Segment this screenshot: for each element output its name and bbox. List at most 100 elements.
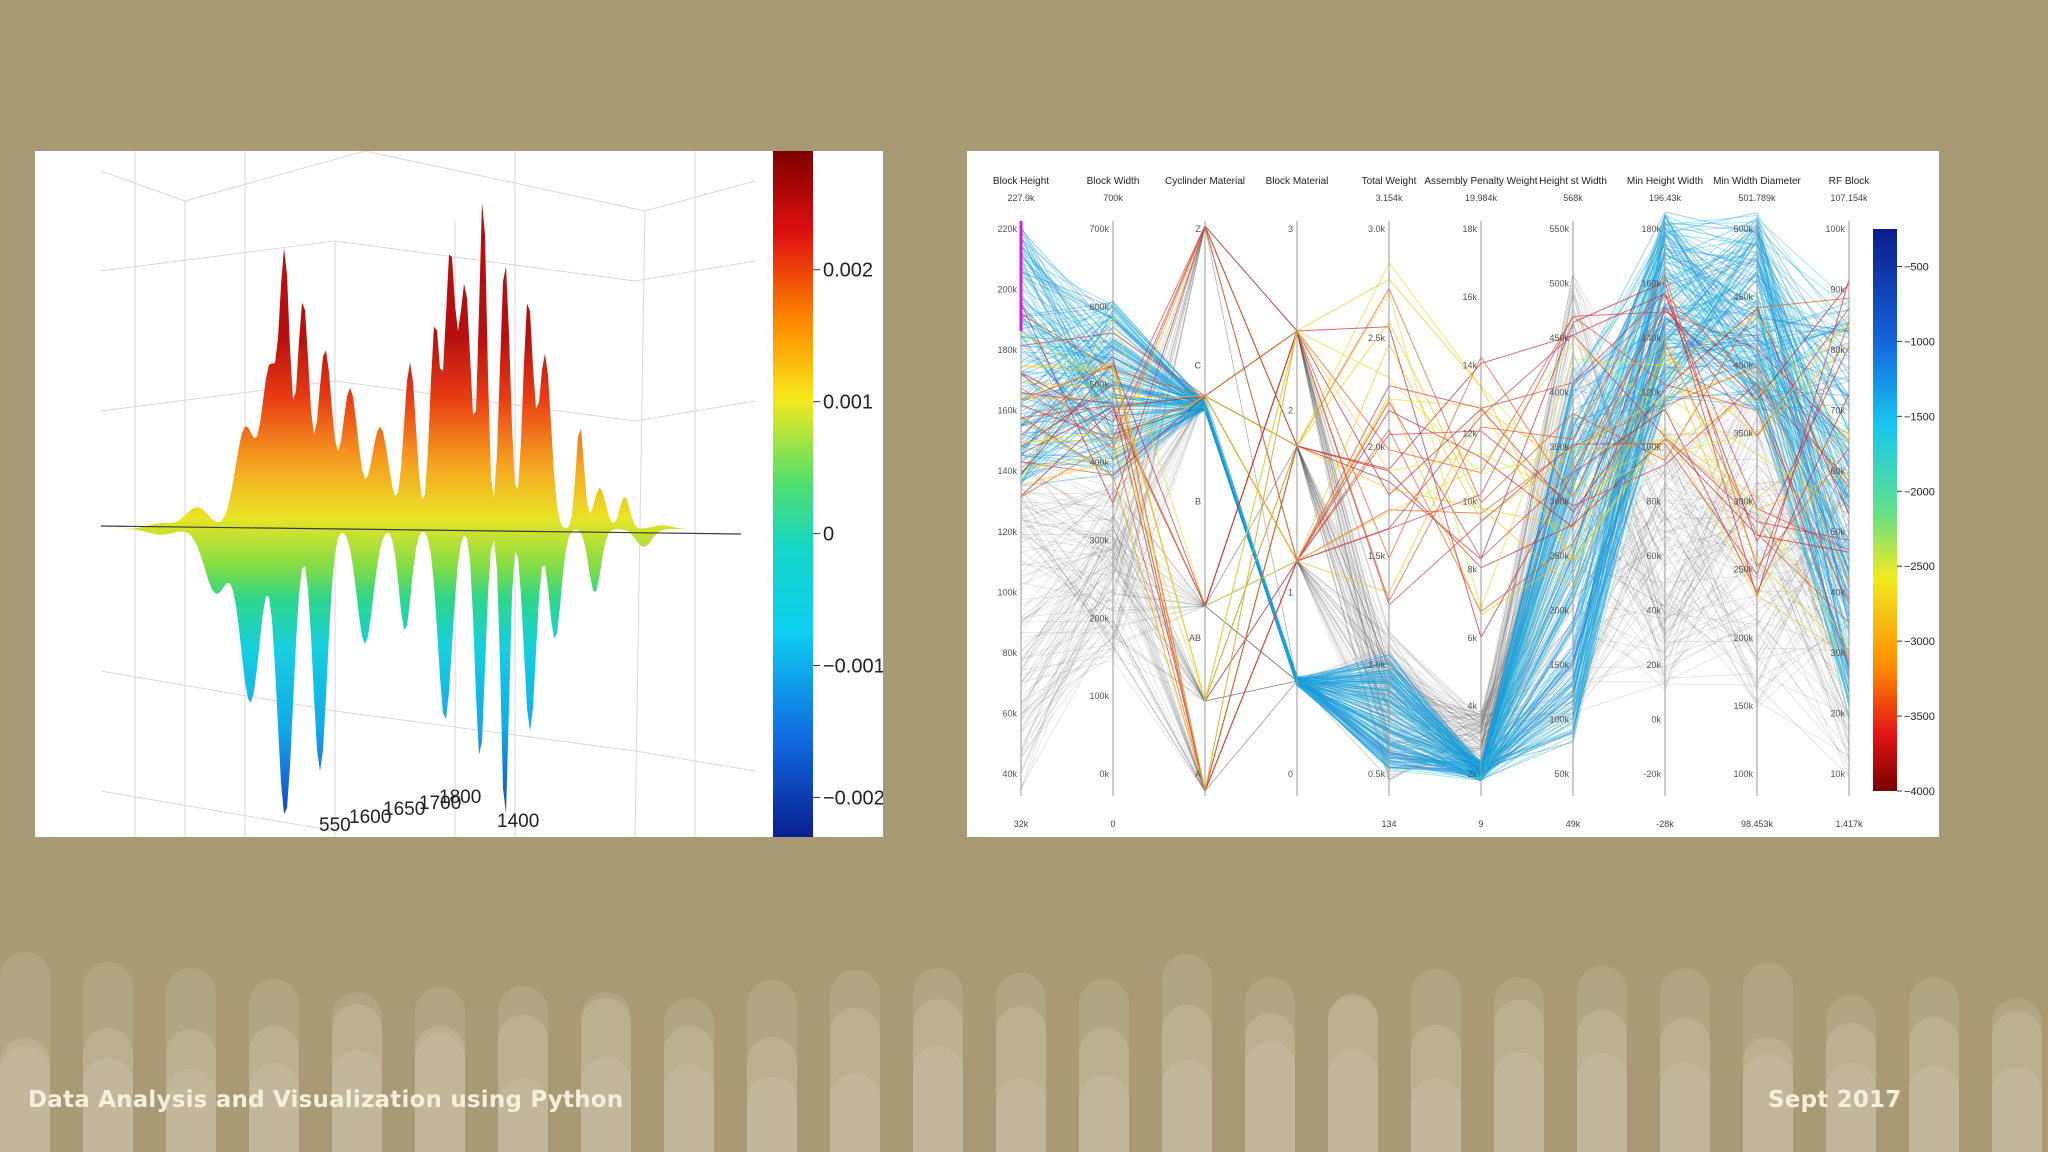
data-line xyxy=(1020,382,1850,792)
axis-max: 227.9k xyxy=(1007,193,1035,203)
data-line xyxy=(1020,277,1850,773)
axis-tick-label: 12k xyxy=(1462,428,1477,438)
axis-tick-label: 160k xyxy=(1641,279,1661,289)
data-line xyxy=(1020,364,1850,767)
axis-tick-label: 100k xyxy=(1641,442,1661,452)
data-line xyxy=(1020,224,1850,765)
data-line xyxy=(1020,275,1850,767)
decorative-bar xyxy=(332,1050,382,1152)
parallel-lines xyxy=(1020,211,1850,793)
data-line xyxy=(1020,224,1850,569)
data-line xyxy=(1020,291,1850,770)
data-line xyxy=(1020,307,1850,771)
data-line xyxy=(1020,225,1850,769)
data-line xyxy=(1020,224,1850,562)
surface-baseline xyxy=(100,525,742,535)
data-line xyxy=(1020,270,1850,772)
data-line xyxy=(1020,233,1850,766)
data-line xyxy=(1020,551,1850,715)
axis-min: -28k xyxy=(1656,819,1674,829)
axis-tick-label: 60k xyxy=(1830,466,1845,476)
decorative-bar xyxy=(1245,1041,1295,1152)
decorative-bar xyxy=(913,1046,963,1152)
data-line xyxy=(1020,215,1850,780)
data-line xyxy=(1020,444,1850,782)
axis-name: Block Height xyxy=(993,176,1049,187)
data-line xyxy=(1020,293,1850,792)
axis-tick-label: 40k xyxy=(1646,606,1661,616)
colorbar-tick-label: −500 xyxy=(1904,261,1929,273)
data-line xyxy=(1020,224,1850,654)
axis-tick-label: C xyxy=(1195,360,1202,370)
surface-lower-lobe xyxy=(101,529,745,815)
axis-tick-label: 300k xyxy=(1549,497,1569,507)
data-line xyxy=(1020,300,1850,773)
data-line xyxy=(1020,330,1850,793)
data-line xyxy=(1020,234,1850,769)
data-line xyxy=(1020,293,1850,608)
data-line xyxy=(1020,351,1850,765)
data-line xyxy=(1020,328,1850,775)
axis-tick-label: 180k xyxy=(1641,224,1661,234)
data-line xyxy=(1020,354,1850,793)
data-line xyxy=(1020,237,1850,777)
data-line xyxy=(1020,236,1850,773)
data-line xyxy=(1020,215,1850,768)
axis-tick-label: 500k xyxy=(1549,279,1569,289)
data-line xyxy=(1020,319,1850,763)
decorative-bar xyxy=(1328,1050,1378,1152)
data-line xyxy=(1020,417,1850,793)
decorative-bar xyxy=(1411,1078,1461,1152)
data-line xyxy=(1020,224,1850,774)
data-line xyxy=(1020,326,1850,639)
data-line xyxy=(1020,274,1850,745)
axis-tick-label: 200k xyxy=(1089,613,1109,623)
grid-line xyxy=(100,240,336,272)
axis-tick-label: 2k xyxy=(1467,769,1477,779)
data-line xyxy=(1020,264,1850,765)
surface-chart-panel: 550 1600 1650 1700 1800 1400 0.002 0.001 0 −0.00… xyxy=(35,151,883,837)
data-line xyxy=(1020,211,1850,766)
data-line xyxy=(1020,217,1850,763)
data-line xyxy=(1020,237,1850,776)
data-line xyxy=(1020,270,1850,781)
data-line xyxy=(1020,395,1850,766)
data-line xyxy=(1020,363,1850,793)
axis-tick-label: 4k xyxy=(1467,701,1477,711)
data-line xyxy=(1020,213,1850,778)
axis-tick-label: 1 xyxy=(1288,587,1293,597)
data-line xyxy=(1020,251,1850,764)
grid-line xyxy=(364,151,646,212)
decorative-bar xyxy=(747,1077,797,1152)
data-line xyxy=(1020,259,1850,773)
data-line xyxy=(1020,241,1850,769)
data-line xyxy=(1020,241,1850,763)
axis-max: 700k xyxy=(1103,193,1123,203)
axis-tick-label: 70k xyxy=(1830,406,1845,416)
axis-tick-label: 2.5k xyxy=(1368,333,1386,343)
data-line xyxy=(1020,322,1850,781)
decorative-bar xyxy=(1162,1060,1212,1152)
data-line xyxy=(1020,324,1850,769)
data-line xyxy=(1020,307,1850,747)
data-line xyxy=(1020,466,1850,793)
axis-max: 501.789k xyxy=(1738,193,1776,203)
data-line xyxy=(1020,314,1850,646)
data-line xyxy=(1020,225,1850,776)
axis-max: 196.43k xyxy=(1649,193,1682,203)
data-line xyxy=(1020,227,1850,780)
axis-tick-label: 60k xyxy=(1002,708,1017,718)
axis-tick-label: 8k xyxy=(1467,565,1477,575)
data-line xyxy=(1020,395,1850,773)
data-line xyxy=(1020,344,1850,779)
data-line xyxy=(1020,225,1850,782)
data-line xyxy=(1020,242,1850,773)
data-line xyxy=(1020,224,1850,777)
decorative-bar xyxy=(581,1057,631,1152)
data-line xyxy=(1020,438,1850,792)
data-line xyxy=(1020,224,1850,742)
data-line xyxy=(1020,232,1850,780)
axis-tick-label: 150k xyxy=(1733,701,1753,711)
colorbar-tick-label: 0 xyxy=(823,524,834,546)
